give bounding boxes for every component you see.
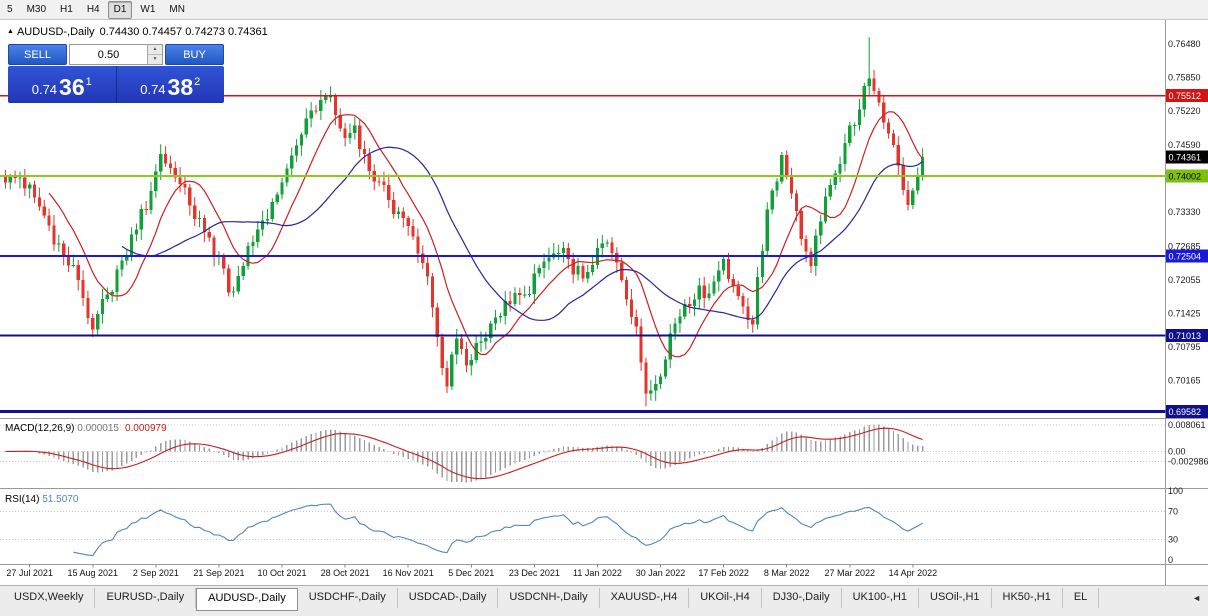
macd-panel: 0.008061 0.00-0.002986 MACD(12,26,9) 0.000…: [0, 420, 1208, 483]
svg-text:0.74361: 0.74361: [1169, 153, 1202, 163]
ask-price-big: 38: [167, 74, 194, 100]
svg-text:17 Feb 2022: 17 Feb 2022: [698, 568, 749, 578]
rsi-panel: 100 70 30 0 RSI(14) 51.5070: [0, 486, 1183, 565]
svg-text:0.69582: 0.69582: [1169, 407, 1202, 417]
symbol-tabbar: USDX,Weekly EURUSD-,Daily AUDUSD-,Daily USD…: [0, 585, 1208, 616]
svg-text:0.76480: 0.76480: [1168, 39, 1201, 49]
svg-text:0.008061: 0.008061: [1168, 420, 1206, 430]
timeframe-button-5[interactable]: 5: [7, 3, 13, 15]
one-click-trade-panel: SELL 0.50 ▲ ▼ BUY 0.74 36 1 0.74 38 2: [8, 44, 224, 103]
svg-text:0.72685: 0.72685: [1168, 241, 1201, 251]
price-divider: [115, 66, 117, 103]
svg-text:21 Sep 2021: 21 Sep 2021: [193, 568, 244, 578]
chart-symbol-period: AUDUSD-,Daily: [16, 26, 95, 38]
lot-decrease-icon[interactable]: ▼: [148, 55, 162, 64]
bid-price: 0.74 36 1: [8, 66, 116, 103]
price-levels: [0, 95, 1166, 414]
svg-text:23 Dec 2021: 23 Dec 2021: [509, 568, 560, 578]
timeframe-button-M30[interactable]: M30: [26, 3, 47, 15]
bid-ask-display: 0.74 36 1 0.74 38 2: [8, 66, 224, 103]
svg-text:0.74590: 0.74590: [1168, 140, 1201, 150]
ask-price-pip: 2: [194, 76, 201, 88]
svg-text:2 Sep 2021: 2 Sep 2021: [133, 568, 179, 578]
svg-text:15 Aug 2021: 15 Aug 2021: [67, 568, 118, 578]
timeframe-button-W1[interactable]: W1: [140, 3, 156, 15]
buy-button[interactable]: BUY: [165, 44, 224, 65]
timeframe-toolbar: 5 M30 H1 H4 D1 W1 MN: [0, 0, 1208, 20]
svg-text:14 Apr 2022: 14 Apr 2022: [889, 568, 938, 578]
lot-increase-icon[interactable]: ▲: [148, 45, 162, 55]
svg-text:30: 30: [1168, 534, 1178, 544]
svg-text:0.73330: 0.73330: [1168, 207, 1201, 217]
chart-tab-uk100-h1[interactable]: UK100-,H1: [842, 588, 920, 608]
svg-text:16 Nov 2021: 16 Nov 2021: [383, 568, 434, 578]
svg-text:0: 0: [1168, 555, 1173, 565]
svg-text:0.75512: 0.75512: [1169, 91, 1202, 101]
chart-tab-usdcnh-daily[interactable]: USDCNH-,Daily: [498, 588, 600, 608]
timeframe-button-H1[interactable]: H1: [60, 3, 73, 15]
price-axis: 0.76480 0.75850 0.75220 0.74590 0.73330 0.726…: [1168, 39, 1201, 385]
sell-button[interactable]: SELL: [8, 44, 67, 65]
svg-text:70: 70: [1168, 507, 1178, 517]
tab-scroll-left-icon[interactable]: ◄: [1192, 593, 1201, 603]
macd-label: MACD(12,26,9) 0.000015 0.000979: [5, 423, 167, 434]
chart-canvas[interactable]: 0.76480 0.75850 0.75220 0.74590 0.73330 0.726…: [0, 20, 1208, 585]
chart-tab-dj30-daily[interactable]: DJ30-,Daily: [762, 588, 842, 608]
svg-text:100: 100: [1168, 486, 1183, 496]
lot-size-input[interactable]: 0.50: [97, 48, 120, 61]
date-axis: 27 Jul 2021 15 Aug 2021 2 Sep 2021 21 Sep 2…: [6, 564, 938, 578]
chart-tab-eurusd-daily[interactable]: EURUSD-,Daily: [95, 588, 197, 608]
chart-tab-el[interactable]: EL: [1063, 588, 1100, 608]
chart-ohlc-values: 0.74430 0.74457 0.74273 0.74361: [99, 26, 268, 38]
moving-averages: [48, 111, 924, 358]
svg-text:0.75850: 0.75850: [1168, 73, 1201, 83]
svg-text:30 Jan 2022: 30 Jan 2022: [636, 568, 686, 578]
svg-text:5 Dec 2021: 5 Dec 2021: [448, 568, 494, 578]
chart-tab-audusd-daily[interactable]: AUDUSD-,Daily: [196, 588, 298, 611]
svg-text:0.72504: 0.72504: [1169, 251, 1202, 261]
chart-tab-usdchf-daily[interactable]: USDCHF-,Daily: [298, 588, 398, 608]
price-badges: 0.75512 0.74361 0.74002 0.72504 0.71013 0.695…: [1166, 89, 1208, 419]
chart-tab-usdcad-daily[interactable]: USDCAD-,Daily: [398, 588, 499, 608]
bid-price-big: 36: [59, 74, 85, 100]
timeframe-button-D1[interactable]: D1: [107, 0, 133, 19]
svg-text:11 Jan 2022: 11 Jan 2022: [573, 568, 622, 578]
chart-tab-ukoil-h4[interactable]: UKOil-,H4: [689, 588, 762, 608]
panel-frame: [0, 20, 1208, 585]
svg-text:28 Oct 2021: 28 Oct 2021: [321, 568, 370, 578]
svg-text:0.00: 0.00: [1168, 447, 1186, 457]
bid-price-pip: 1: [85, 76, 92, 88]
svg-text:0.70165: 0.70165: [1168, 376, 1201, 386]
svg-text:0.75220: 0.75220: [1168, 106, 1201, 116]
chart-tab-xauusd-h4[interactable]: XAUUSD-,H4: [600, 588, 690, 608]
svg-text:-0.002986: -0.002986: [1168, 456, 1208, 466]
svg-text:27 Mar 2022: 27 Mar 2022: [825, 568, 876, 578]
svg-text:0.74002: 0.74002: [1169, 172, 1202, 182]
bid-price-small: 0.74: [31, 82, 58, 97]
lot-size-box: 0.50 ▲ ▼: [69, 44, 163, 65]
lot-spinner: ▲ ▼: [147, 45, 162, 64]
svg-text:27 Jul 2021: 27 Jul 2021: [6, 568, 53, 578]
svg-text:0.70795: 0.70795: [1168, 342, 1201, 352]
svg-text:0.72055: 0.72055: [1168, 275, 1201, 285]
chart-title: ▲ AUDUSD-,Daily 0.74430 0.74457 0.74273 0.…: [7, 26, 268, 38]
chart-tab-usoil-h1[interactable]: USOil-,H1: [919, 588, 992, 608]
svg-text:10 Oct 2021: 10 Oct 2021: [258, 568, 307, 578]
chart-tab-hk50-h1[interactable]: HK50-,H1: [992, 588, 1063, 608]
rsi-label: RSI(14) 51.5070: [5, 494, 79, 505]
svg-text:0.71013: 0.71013: [1169, 331, 1202, 341]
timeframe-button-MN[interactable]: MN: [169, 3, 185, 15]
ask-price-small: 0.74: [140, 82, 166, 97]
svg-text:8 Mar 2022: 8 Mar 2022: [764, 568, 810, 578]
svg-text:0.71425: 0.71425: [1168, 308, 1201, 318]
chart-tab-usdx-weekly[interactable]: USDX,Weekly: [3, 588, 96, 608]
timeframe-button-H4[interactable]: H4: [86, 3, 100, 15]
ask-price: 0.74 38 2: [117, 66, 225, 103]
candles: [3, 37, 925, 407]
collapse-chart-icon[interactable]: ▲: [7, 28, 14, 35]
